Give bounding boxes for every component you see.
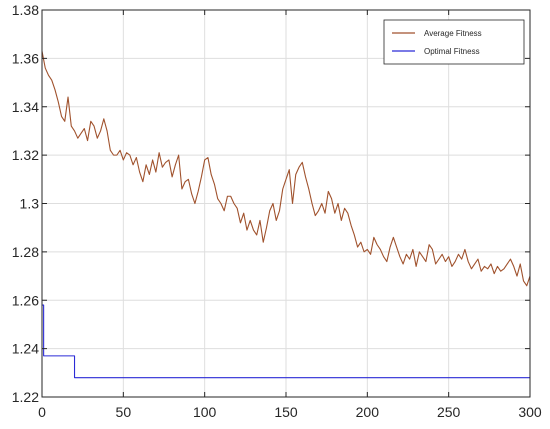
- series-line-average-fitness: [41, 51, 531, 287]
- legend: Average Fitness Optimal Fitness: [383, 19, 525, 65]
- y-tick-label: 1.38: [12, 2, 39, 18]
- legend-box: [383, 19, 525, 65]
- x-tick-labels: 0 50 100 150 200 250 300: [38, 404, 542, 420]
- x-tick-label: 100: [193, 404, 217, 420]
- y-tick-label: 1.36: [12, 50, 39, 66]
- legend-label-optimal-fitness: Optimal Fitness: [424, 47, 480, 56]
- series-layer: [41, 51, 531, 379]
- y-tick-label: 1.3: [20, 196, 40, 212]
- legend-label-average-fitness: Average Fitness: [424, 29, 482, 38]
- y-tick-label: 1.34: [12, 99, 39, 115]
- x-tick-label: 300: [518, 404, 542, 420]
- y-tick-label: 1.32: [12, 147, 39, 163]
- y-tick-labels: 1.22 1.24 1.26 1.28 1.3 1.32 1.34 1.36 1.38: [12, 2, 39, 405]
- y-tick-label: 1.28: [12, 244, 39, 260]
- x-tick-label: 200: [356, 404, 380, 420]
- x-tick-label: 250: [437, 404, 461, 420]
- x-tick-label: 0: [38, 404, 46, 420]
- x-tick-label: 50: [116, 404, 132, 420]
- y-tick-label: 1.22: [12, 389, 39, 405]
- series-line-optimal-fitness: [42, 304, 530, 379]
- tick-marks: [41, 9, 531, 398]
- x-tick-label: 150: [274, 404, 298, 420]
- y-tick-label: 1.26: [12, 292, 39, 308]
- y-tick-label: 1.24: [12, 341, 39, 357]
